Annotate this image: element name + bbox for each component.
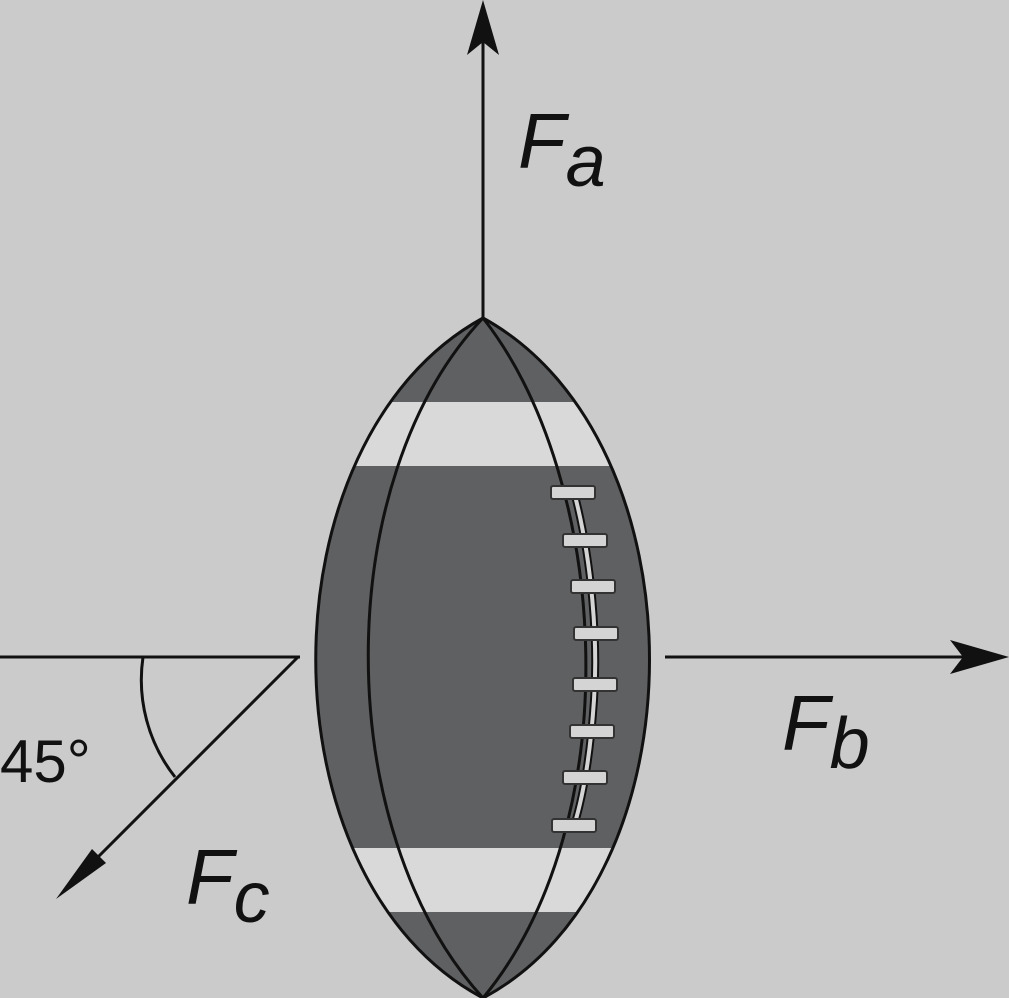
angle-label: 45°: [0, 728, 91, 795]
force-c-subscript: c: [234, 858, 270, 938]
force-c-arrowhead: [56, 849, 106, 899]
football-stripe-top: [315, 402, 650, 466]
force-a-arrowhead: [467, 0, 499, 55]
force-b-arrowhead: [950, 640, 1009, 674]
football-laces: [550, 485, 619, 833]
force-c-line: [78, 655, 300, 877]
force-b-symbol: F: [782, 679, 834, 767]
force-c-symbol: F: [186, 833, 238, 921]
force-b-subscript: b: [830, 704, 870, 784]
force-a-label: Fa: [518, 97, 606, 202]
angle-arc: [139, 656, 177, 778]
force-a-subscript: a: [566, 122, 606, 202]
force-a-symbol: F: [518, 97, 570, 185]
force-c-label: Fc: [186, 833, 270, 938]
force-b-label: Fb: [782, 679, 870, 784]
football-stripe-bottom: [315, 848, 650, 912]
football-outline: [314, 316, 651, 998]
football-seam-right: [481, 317, 588, 998]
football-seam-left: [366, 316, 485, 998]
